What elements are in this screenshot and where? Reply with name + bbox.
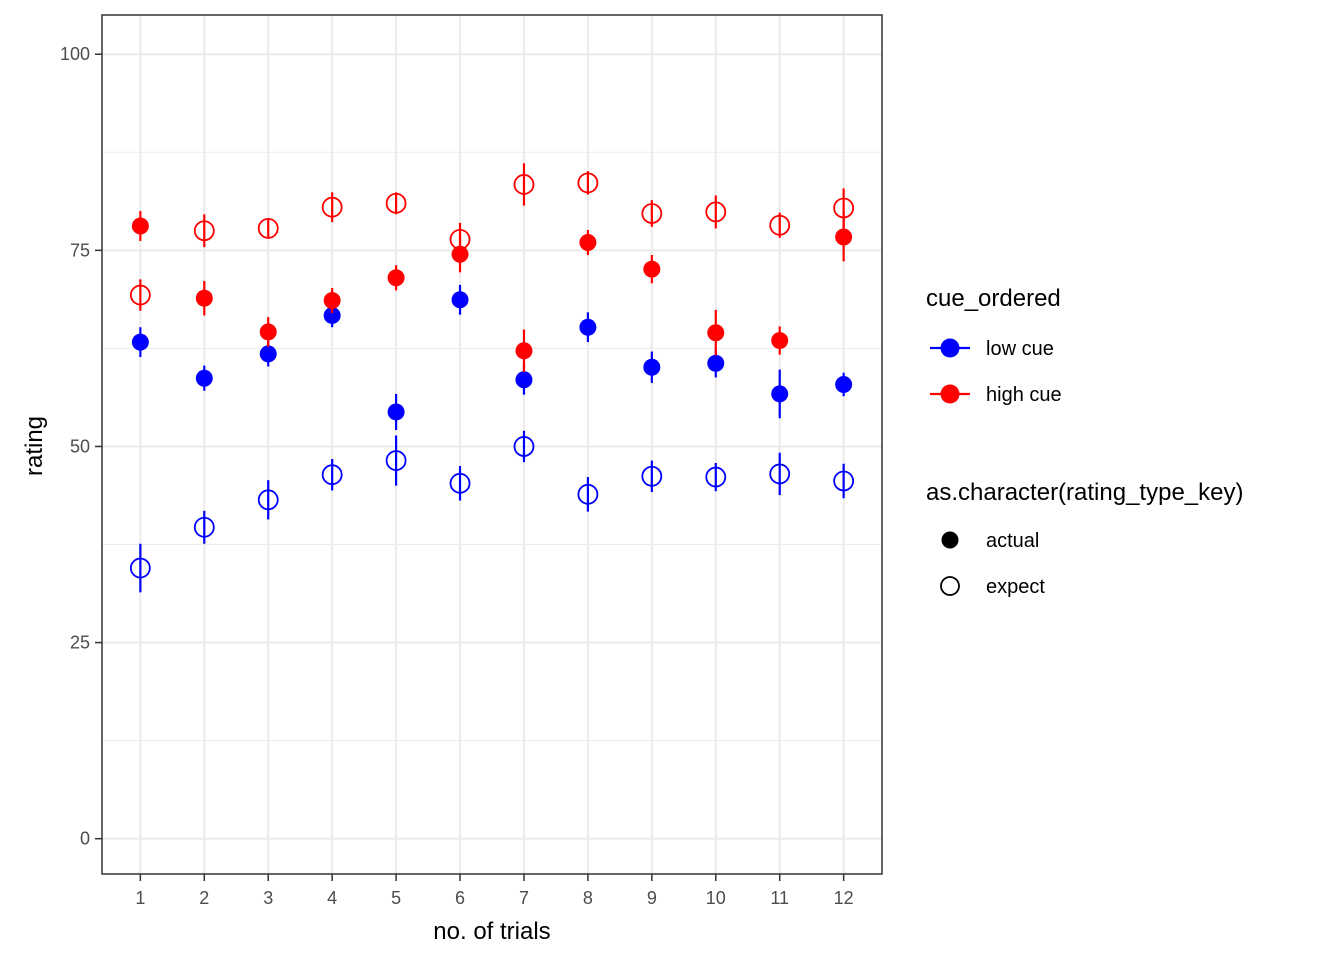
panel-background: [102, 15, 882, 874]
x-tick-label: 9: [647, 888, 657, 908]
legend-label: high cue: [986, 384, 1062, 406]
y-tick-label: 50: [70, 436, 90, 456]
legend-label: actual: [986, 530, 1039, 552]
data-point: [577, 172, 599, 194]
data-point: [323, 292, 341, 310]
series-low-cue-expect: [129, 430, 855, 593]
data-point: [579, 233, 597, 251]
series-high-cue-actual: [131, 211, 853, 372]
data-point: [257, 217, 279, 239]
series-high-cue-expect: [129, 163, 855, 311]
data-point: [259, 323, 277, 341]
x-tick-label: 3: [263, 888, 273, 908]
data-point: [195, 369, 213, 387]
data-point: [131, 217, 149, 235]
legend-title-rating-type: as.character(rating_type_key): [926, 479, 1243, 506]
data-point: [387, 269, 405, 287]
x-tick-label: 10: [706, 888, 726, 908]
data-point: [129, 284, 151, 306]
data-point: [515, 371, 533, 389]
legend-title-cue: cue_ordered: [926, 285, 1061, 312]
data-point: [707, 354, 725, 372]
data-point: [641, 465, 663, 487]
data-point: [771, 385, 789, 403]
data-point: [641, 203, 663, 224]
data-point: [833, 470, 855, 492]
x-axis-title: no. of trials: [433, 918, 550, 945]
data-point: [513, 174, 535, 195]
data-point: [579, 318, 597, 336]
data-point: [705, 201, 727, 223]
data-point: [321, 196, 343, 218]
data-point: [193, 516, 215, 538]
x-tick-label: 2: [199, 888, 209, 908]
y-tick-label: 100: [60, 44, 90, 64]
data-point: [323, 306, 341, 324]
data-point: [769, 214, 791, 236]
x-tick-label: 4: [327, 888, 337, 908]
chart-marks: [129, 163, 855, 593]
data-point: [259, 345, 277, 363]
legend-label: expect: [986, 576, 1045, 598]
x-tick-label: 12: [834, 888, 854, 908]
y-axis-title: rating: [21, 416, 48, 476]
data-point: [835, 228, 853, 246]
data-point: [515, 342, 533, 360]
data-point: [771, 332, 789, 350]
data-point: [449, 472, 471, 494]
data-point: [835, 375, 853, 393]
y-tick-label: 75: [70, 240, 90, 260]
data-point: [193, 220, 215, 242]
data-point: [451, 291, 469, 309]
legend-key-point: [940, 384, 960, 404]
legend-label: low cue: [986, 338, 1054, 360]
data-point: [513, 436, 535, 457]
plot-panel: [102, 15, 882, 874]
data-point: [385, 192, 407, 214]
data-point: [131, 333, 149, 351]
data-point: [385, 450, 407, 471]
data-point: [577, 483, 599, 505]
data-point: [321, 464, 343, 486]
y-tick-label: 25: [70, 633, 90, 653]
legend-key-point: [941, 531, 959, 549]
data-point: [707, 324, 725, 342]
data-point: [833, 197, 855, 219]
data-point: [643, 358, 661, 376]
legend-key-point: [940, 576, 960, 596]
data-point: [257, 489, 279, 511]
legend-key-point: [940, 338, 960, 358]
data-point: [705, 466, 727, 488]
panel-border: [101, 14, 883, 875]
x-tick-label: 5: [391, 888, 401, 908]
data-point: [643, 260, 661, 278]
x-tick-label: 11: [770, 888, 789, 908]
data-point: [195, 289, 213, 307]
x-tick-label: 8: [583, 888, 593, 908]
x-tick-label: 7: [519, 888, 529, 908]
data-point: [129, 557, 151, 579]
x-tick-label: 6: [455, 888, 465, 908]
data-point: [449, 228, 471, 250]
data-point: [387, 403, 405, 421]
data-point: [769, 463, 791, 485]
y-tick-label: 0: [80, 829, 90, 849]
x-tick-label: 1: [135, 888, 145, 908]
